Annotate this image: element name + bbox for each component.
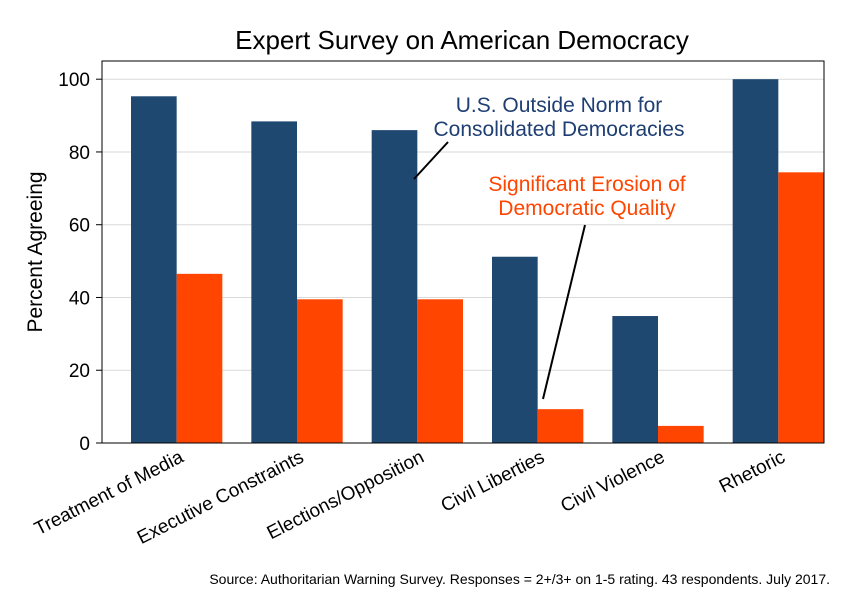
y-tick-label: 0	[79, 434, 90, 455]
annotations: U.S. Outside Norm for Consolidated Democ…	[413, 94, 686, 400]
annotation-orange-line-1: Significant Erosion of	[488, 173, 685, 196]
source-note: Source: Authoritarian Warning Survey. Re…	[209, 571, 830, 587]
annotation-blue-line-2: Consolidated Democracies	[434, 118, 685, 141]
annotation-orange-pointer	[542, 224, 586, 400]
y-tick-label: 60	[69, 216, 90, 237]
annotation-blue-line-1: U.S. Outside Norm for	[456, 94, 663, 117]
plot-frame	[101, 60, 825, 444]
bar-blue-5	[612, 316, 658, 443]
bar-orange-1	[176, 273, 223, 443]
annotation-orange-line-2: Democratic Quality	[498, 197, 676, 220]
y-axis-ticks: 0 20 40 60 80 100	[58, 70, 102, 455]
bar-orange-3	[417, 299, 463, 443]
y-tick-label: 40	[69, 288, 90, 309]
bar-blue-3	[371, 130, 418, 443]
bar-blue-6	[732, 79, 779, 443]
bar-orange-2	[297, 299, 343, 443]
y-tick-label: 80	[69, 143, 90, 164]
y-tick-label: 20	[69, 361, 90, 382]
bars	[131, 79, 824, 443]
x-category-label: Civil Liberties	[438, 447, 548, 517]
x-category-label: Civil Violence	[557, 447, 668, 517]
y-axis-label: Percent Agreeing	[24, 171, 47, 332]
bar-orange-4	[537, 409, 584, 443]
annotation-blue-pointer	[413, 141, 449, 180]
bar-orange-5	[658, 425, 704, 443]
bar-blue-4	[492, 256, 538, 443]
chart-title: Expert Survey on American Democracy	[235, 25, 689, 55]
bar-blue-2	[251, 121, 297, 443]
y-tick-label: 100	[58, 70, 90, 91]
x-category-label: Rhetoric	[716, 447, 789, 498]
bar-blue-1	[131, 96, 177, 443]
bar-orange-6	[778, 172, 824, 443]
